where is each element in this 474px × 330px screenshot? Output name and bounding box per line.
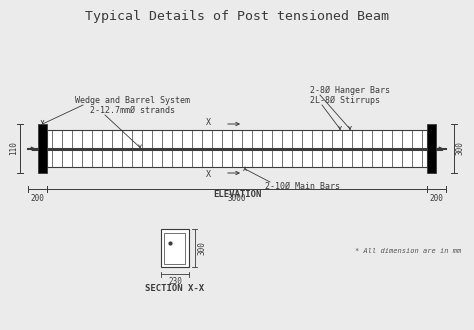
- Bar: [161, 229, 189, 267]
- Text: X: X: [206, 118, 211, 127]
- Text: SECTION X-X: SECTION X-X: [146, 284, 205, 293]
- Text: 300: 300: [456, 142, 465, 155]
- Bar: [427, 124, 436, 173]
- Text: 200: 200: [30, 194, 45, 203]
- Text: X: X: [206, 170, 211, 179]
- Text: Wedge and Barrel System: Wedge and Barrel System: [75, 96, 190, 105]
- Text: ELEVATION: ELEVATION: [213, 190, 261, 199]
- Text: 2L-8Ø Stirrups: 2L-8Ø Stirrups: [310, 96, 380, 105]
- Text: 3000: 3000: [228, 194, 246, 203]
- Text: 2-8Ø Hanger Bars: 2-8Ø Hanger Bars: [310, 86, 390, 95]
- Text: 2-12.7mmØ strands: 2-12.7mmØ strands: [90, 106, 175, 115]
- Bar: [47, 130, 427, 167]
- Text: * All dimension are in mm: * All dimension are in mm: [355, 248, 461, 254]
- Bar: [164, 233, 185, 263]
- Text: 200: 200: [429, 194, 444, 203]
- Text: Typical Details of Post tensioned Beam: Typical Details of Post tensioned Beam: [85, 10, 389, 23]
- Text: 300: 300: [198, 241, 207, 255]
- Bar: [38, 124, 47, 173]
- Text: 2-10Ø Main Bars: 2-10Ø Main Bars: [265, 182, 340, 191]
- Text: 110: 110: [9, 142, 18, 155]
- Text: 230: 230: [168, 277, 182, 286]
